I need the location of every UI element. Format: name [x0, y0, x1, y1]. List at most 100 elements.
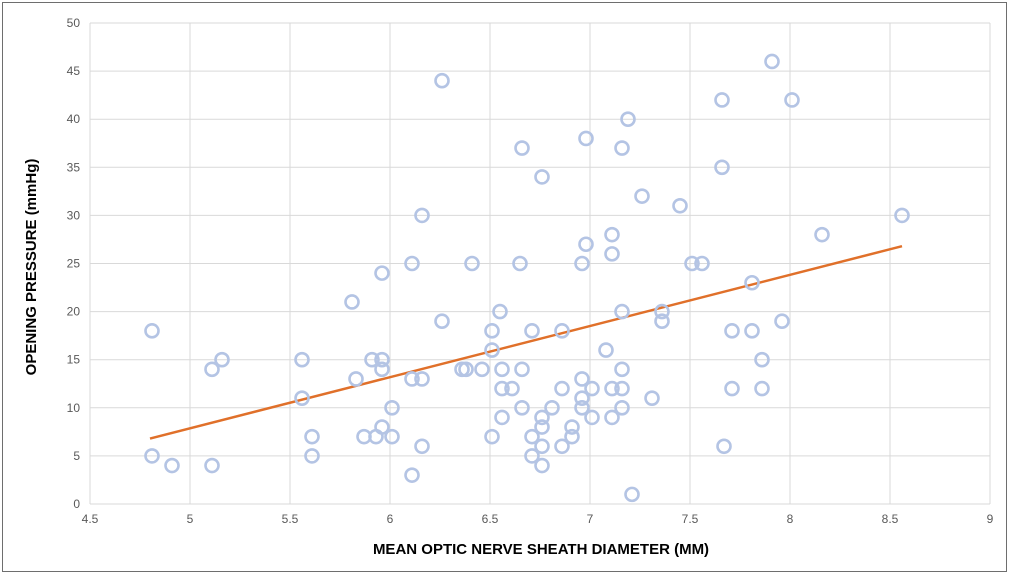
data-point [294, 390, 310, 406]
data-point [584, 409, 600, 426]
data-point [774, 313, 790, 330]
data-point [348, 371, 364, 387]
trendline-layer [149, 244, 903, 440]
data-point [624, 486, 640, 503]
data-point [534, 169, 550, 185]
x-tick-label: 5 [187, 512, 194, 526]
data-point [554, 438, 570, 455]
data-point [672, 197, 688, 214]
data-point [524, 428, 540, 445]
data-point [534, 419, 550, 435]
data-point [544, 399, 560, 416]
data-point [404, 255, 420, 272]
x-tick-label: 5.5 [282, 512, 299, 526]
data-point [614, 361, 630, 378]
data-point [364, 351, 380, 368]
x-tick-label: 6.5 [482, 512, 499, 526]
data-point [754, 351, 770, 368]
data-point [414, 438, 430, 455]
data-point [724, 323, 740, 339]
data-point [464, 255, 480, 272]
data-point [458, 361, 474, 378]
data-point [574, 399, 590, 416]
data-point [484, 342, 500, 358]
data-point [494, 409, 510, 426]
data-point [344, 294, 360, 310]
data-point [598, 342, 614, 358]
data-point [620, 111, 636, 127]
data-point [614, 140, 630, 156]
y-axis-title: OPENING PRESSURE (mmHg) [23, 159, 40, 376]
data-point [604, 409, 620, 426]
y-tick-label: 10 [67, 401, 81, 415]
y-tick-label: 35 [67, 160, 81, 174]
data-point [714, 159, 730, 176]
x-tick-label: 4.5 [82, 512, 99, 526]
data-point [814, 226, 830, 243]
y-tick-label: 20 [67, 305, 81, 319]
y-tick-label: 40 [67, 112, 81, 126]
x-tick-label: 7 [587, 512, 594, 526]
data-point [204, 361, 220, 378]
y-tick-label: 5 [73, 449, 80, 463]
data-point [384, 399, 400, 416]
data-point [494, 380, 510, 397]
data-point [694, 255, 710, 272]
data-point [204, 457, 220, 474]
x-axis-title: MEAN OPTIC NERVE SHEATH DIAMETER (MM) [373, 541, 709, 558]
data-point [484, 428, 500, 445]
data-point [744, 274, 760, 291]
data-point [744, 323, 760, 339]
data-point [604, 226, 620, 243]
data-point [304, 428, 320, 445]
data-point [144, 323, 160, 339]
x-tick-label: 7.5 [682, 512, 699, 526]
data-point [574, 371, 590, 387]
data-point [564, 419, 580, 435]
data-point [374, 265, 390, 281]
data-point [604, 380, 620, 397]
data-point [724, 380, 740, 397]
data-point [504, 380, 520, 397]
data-point [164, 457, 180, 474]
data-point [574, 390, 590, 406]
x-axis-ticks: 4.5 5 5.5 6 6.5 7 7.5 8 8.5 9 [82, 512, 994, 526]
data-point [484, 323, 500, 339]
data-point [784, 92, 800, 108]
data-point [654, 313, 670, 330]
data-point [374, 361, 390, 378]
y-tick-label: 15 [67, 353, 81, 367]
data-point [584, 380, 600, 397]
data-point [414, 207, 430, 224]
data-point [494, 361, 510, 378]
data-point [564, 428, 580, 445]
data-point [214, 351, 230, 368]
data-point [554, 380, 570, 397]
data-point [574, 255, 590, 272]
data-point [404, 371, 420, 387]
data-point [294, 351, 310, 368]
y-tick-label: 45 [67, 64, 81, 78]
data-point [644, 390, 660, 406]
data-point [684, 255, 700, 272]
y-tick-label: 0 [73, 497, 80, 511]
data-point [474, 361, 490, 378]
data-point [514, 399, 530, 416]
gridlines [89, 22, 991, 505]
y-tick-label: 50 [67, 16, 81, 30]
data-point [764, 53, 780, 70]
data-point [534, 409, 550, 426]
data-point [384, 428, 400, 445]
x-tick-label: 6 [387, 512, 394, 526]
x-tick-label: 9 [987, 512, 994, 526]
data-point [524, 448, 540, 464]
data-point [604, 246, 620, 262]
data-point [404, 467, 420, 483]
data-point [714, 92, 730, 108]
data-point [534, 457, 550, 474]
data-point [514, 361, 530, 378]
data-point [144, 448, 160, 464]
data-point [374, 419, 390, 435]
trendline [149, 244, 903, 440]
data-point [634, 188, 650, 204]
